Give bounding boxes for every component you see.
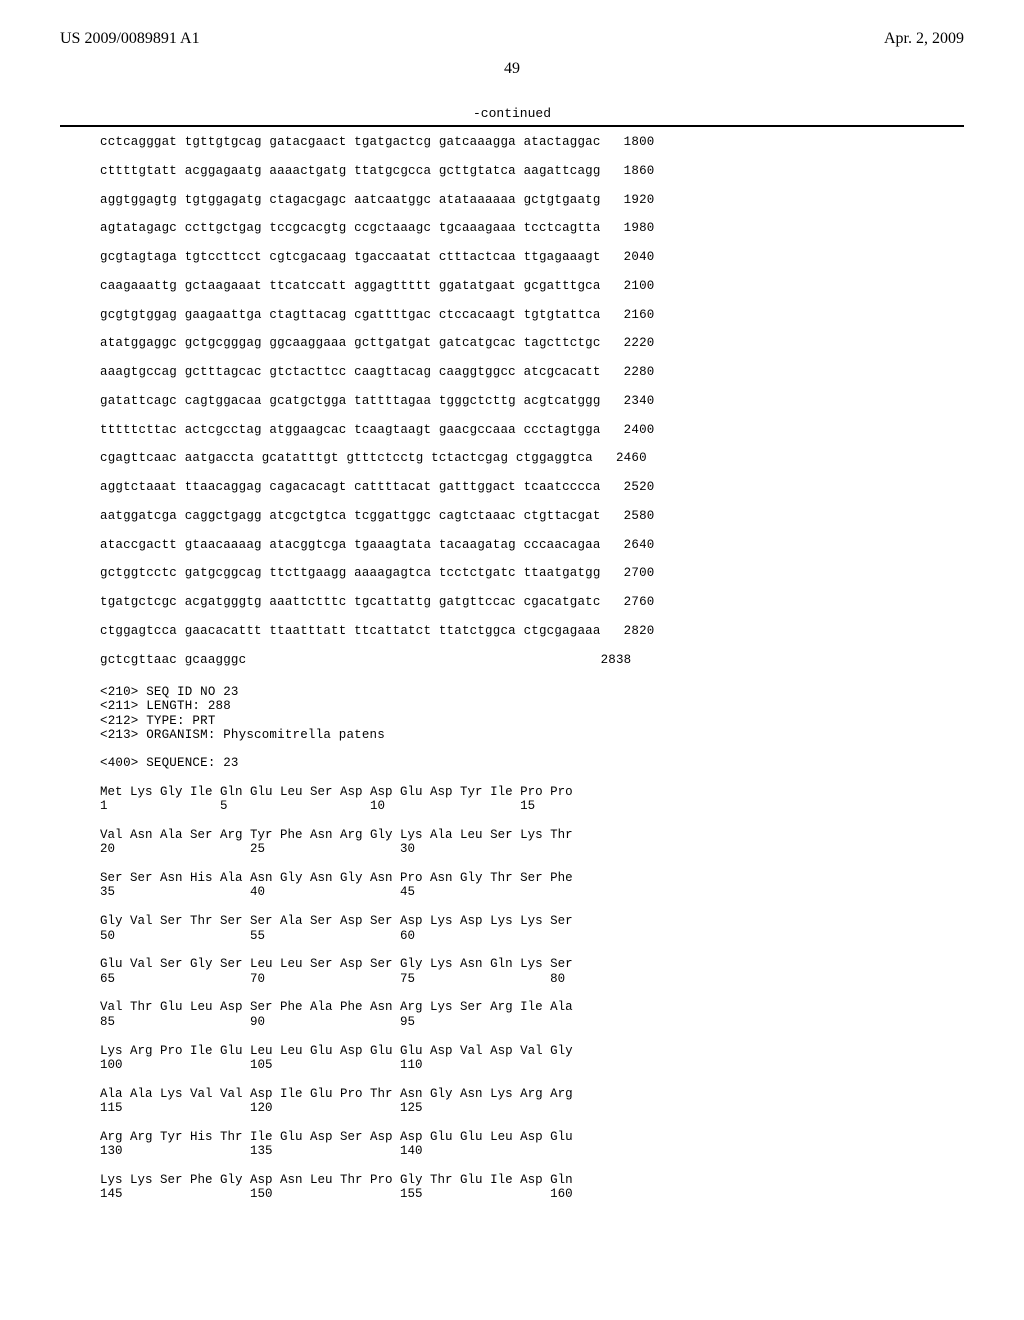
sequence-metadata: <210> SEQ ID NO 23 <211> LENGTH: 288 <21… (100, 685, 924, 743)
publication-date: Apr. 2, 2009 (884, 30, 964, 48)
protein-sequence-block: Met Lys Gly Ile Gln Glu Leu Ser Asp Asp … (100, 785, 924, 1202)
continued-label: -continued (60, 106, 964, 121)
page-number: 49 (60, 60, 964, 78)
dna-sequence-block: cctcagggat tgttgtgcag gatacgaact tgatgac… (100, 135, 924, 667)
publication-number: US 2009/0089891 A1 (60, 30, 200, 48)
sequence-tag: <400> SEQUENCE: 23 (100, 756, 924, 770)
rule-top (60, 125, 964, 127)
patent-page: US 2009/0089891 A1 Apr. 2, 2009 49 -cont… (0, 0, 1024, 1320)
page-header: US 2009/0089891 A1 Apr. 2, 2009 (60, 30, 964, 48)
